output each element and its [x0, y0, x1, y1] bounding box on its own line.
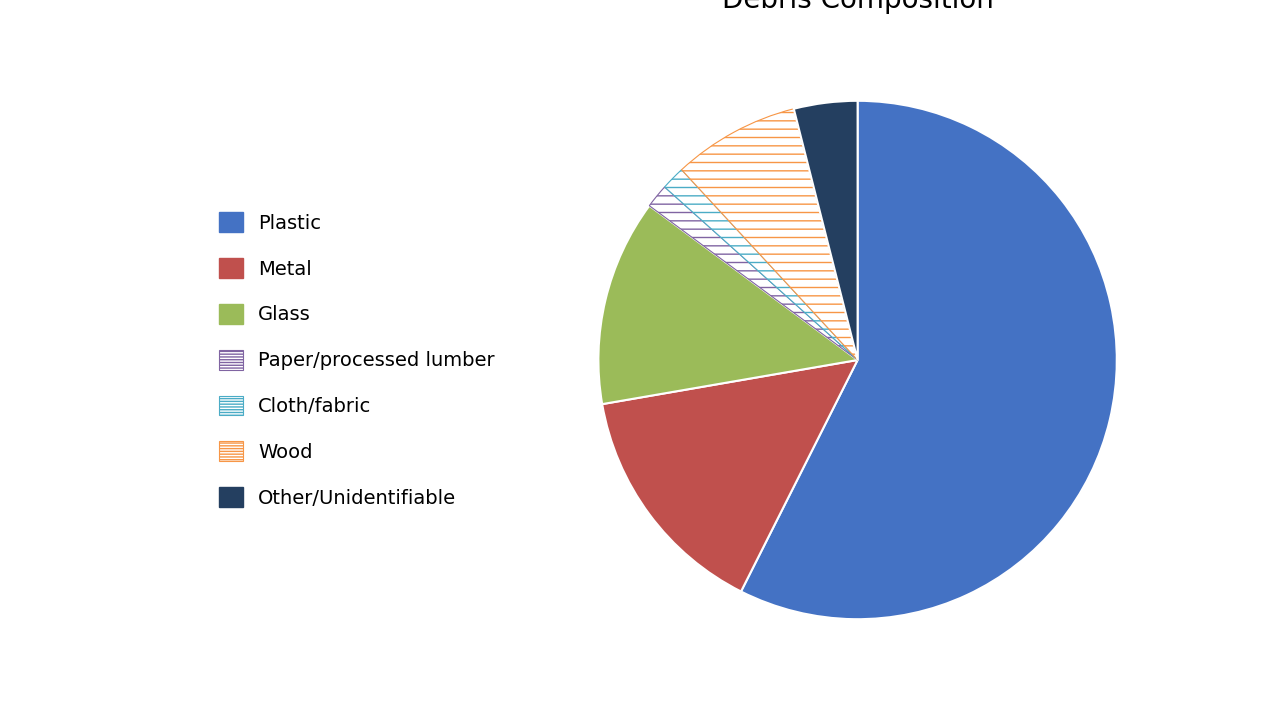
Wedge shape — [741, 101, 1116, 619]
Legend: Plastic, Metal, Glass, Paper/processed lumber, Cloth/fabric, Wood, Other/Unident: Plastic, Metal, Glass, Paper/processed l… — [219, 212, 495, 508]
Wedge shape — [681, 109, 858, 360]
Wedge shape — [602, 360, 858, 592]
Wedge shape — [664, 170, 858, 360]
Wedge shape — [794, 101, 858, 360]
Wedge shape — [599, 206, 858, 404]
Title: Debris Composition: Debris Composition — [722, 0, 993, 14]
Wedge shape — [649, 187, 858, 360]
